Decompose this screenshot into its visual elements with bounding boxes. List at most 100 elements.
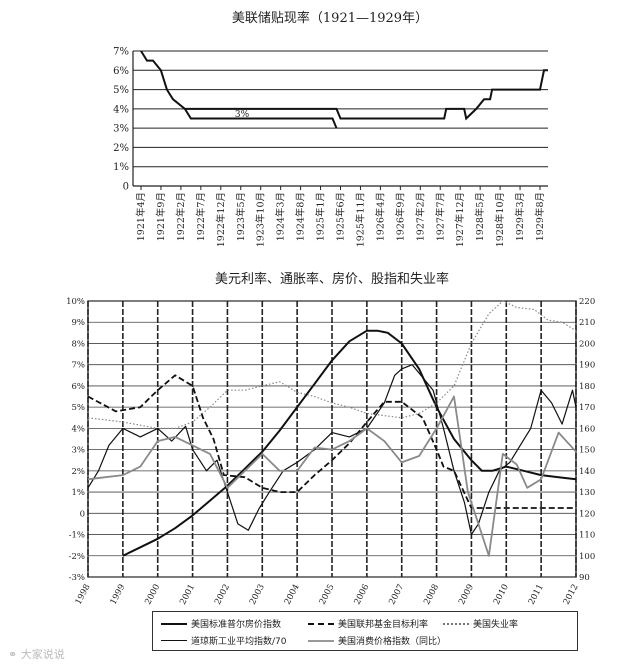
- x-tick-label: 1999: [109, 583, 128, 607]
- x-tick-label: 1925年1月: [315, 192, 327, 241]
- y-tick-label: -1%: [69, 531, 85, 541]
- watermark: ⚭ 大家说说: [8, 646, 65, 662]
- y-tick-label: 7%: [113, 47, 129, 58]
- series-line-1: [87, 374, 576, 509]
- y2-tick-label: 100: [579, 552, 595, 562]
- y-tick-label: 7%: [72, 361, 86, 371]
- y2-tick-label: 120: [579, 509, 595, 519]
- y-tick-label: 1%: [113, 162, 129, 173]
- x-tick-label: 1924年8月: [295, 192, 307, 241]
- y-tick-label: 5%: [72, 403, 86, 413]
- x-tick-label: 1925年6月: [335, 192, 347, 241]
- rates-inflation-chart: 美元利率、通胀率、房价、股指和失业率 10% 9% 8% 7% 6% 5% 4% 3% 2% 1%…: [66, 271, 595, 607]
- x-tick-label: 1922年7月: [195, 192, 207, 241]
- x-tick-label: 1928年5月: [474, 192, 486, 241]
- y-tick-label: 4%: [72, 424, 86, 434]
- legend-swatch: [308, 622, 334, 625]
- y-tick-label: 9%: [72, 318, 86, 328]
- x-tick-label: 1922年12月: [215, 192, 227, 247]
- x-tick-label: 1925年11月: [354, 192, 366, 247]
- legend-label: 美国消费价格指数（同比）: [338, 637, 447, 647]
- y2-tick-label: 180: [579, 382, 595, 392]
- x-tick-label: 1926年4月: [374, 192, 386, 241]
- x-tick-label: 2005: [318, 583, 337, 607]
- x-tick-label: 1929年3月: [514, 192, 526, 241]
- y2-tick-label: 160: [579, 424, 595, 434]
- y-tick-label: 10%: [66, 297, 85, 307]
- discount-rate-line: [184, 108, 338, 129]
- x-tick-label: 1922年2月: [175, 192, 187, 241]
- y2-tick-label: 90: [579, 573, 590, 583]
- y-tick-label: 8%: [72, 339, 86, 349]
- y-tick-label: 3%: [72, 446, 86, 456]
- x-tick-label: 1923年10月: [255, 192, 267, 247]
- y-tick-label: 0: [123, 182, 129, 193]
- x-tick-label: 1921年9月: [155, 192, 167, 241]
- x-tick-label: 2012: [562, 583, 581, 607]
- x-tick-label: 1926年9月: [394, 192, 406, 241]
- chart-title: 美元利率、通胀率、房价、股指和失业率: [215, 271, 449, 287]
- legend-label: 美国联邦基金目标利率: [338, 620, 429, 630]
- x-tick-label: 2002: [213, 583, 232, 607]
- y2-tick-label: 170: [579, 403, 595, 413]
- x-tick-label: 1927年12月: [454, 192, 466, 247]
- x-tick-label: 1929年8月: [534, 192, 546, 241]
- y2-tick-label: 220: [579, 297, 595, 307]
- x-tick-label: 2003: [248, 583, 267, 607]
- y-tick-label: 6%: [72, 382, 86, 392]
- legend-item-unemployment: 美国失业率: [443, 617, 518, 630]
- legend-item-dow-jones: 道琼斯工业平均指数/70: [161, 634, 287, 647]
- y2-tick-label: 110: [579, 531, 595, 541]
- x-tick-label: 2008: [422, 583, 441, 607]
- x-tick-label: 1927年2月: [414, 192, 426, 241]
- legend-item-house-price: 美国标准普尔房价指数: [161, 617, 281, 630]
- series-line-0: [122, 329, 577, 557]
- share-icon: ⚭: [8, 648, 18, 661]
- y2-tick-label: 210: [579, 318, 595, 328]
- y-tick-label: 2%: [72, 467, 86, 477]
- y2-tick-label: 130: [579, 488, 595, 498]
- legend-item-cpi: 美国消费价格指数（同比）: [308, 634, 446, 647]
- discount-rate-line: [140, 50, 548, 121]
- x-tick-label: 1928年10月: [494, 192, 506, 247]
- y-tick-label: 4%: [113, 104, 129, 115]
- y2-tick-label: 200: [579, 339, 595, 349]
- rate-annotation: 3%: [235, 110, 250, 120]
- x-tick-label: 1927年7月: [434, 192, 446, 241]
- x-tick-label: 2011: [527, 583, 546, 607]
- y2-tick-label: 190: [579, 361, 595, 371]
- x-tick-label: 1923年5月: [235, 192, 247, 241]
- y-tick-label: -3%: [69, 573, 85, 583]
- x-tick-label: 1924年3月: [275, 192, 287, 241]
- legend-swatch: [161, 640, 187, 641]
- x-tick-label: 2009: [457, 583, 476, 607]
- x-tick-label: 2001: [178, 583, 197, 607]
- series-line-4: [87, 395, 577, 557]
- x-tick-label: 2006: [353, 583, 372, 607]
- chart-title: 美联储贴现率（1921—1929年）: [232, 10, 428, 26]
- legend-label: 美国标准普尔房价指数: [191, 620, 282, 630]
- y-tick-label: 2%: [113, 143, 129, 154]
- watermark-text: 大家说说: [20, 648, 65, 661]
- y2-tick-label: 150: [579, 446, 595, 456]
- legend-swatch: [308, 639, 334, 642]
- legend-swatch: [161, 622, 187, 625]
- x-tick-label: 2000: [143, 583, 162, 607]
- x-tick-label: 1921年4月: [135, 192, 147, 241]
- y-tick-label: 6%: [113, 66, 129, 77]
- discount-rate-chart: 美联储贴现率（1921—1929年） 0 1% 2% 3% 4% 5% 6% 7% 1921年…: [113, 10, 548, 247]
- legend-label: 道琼斯工业平均指数/70: [191, 637, 287, 647]
- x-tick-label: 2007: [387, 583, 406, 607]
- y-tick-label: -2%: [69, 552, 85, 562]
- series-line-2: [87, 300, 577, 429]
- x-tick-label: 1998: [74, 583, 93, 607]
- x-tick-label: 2010: [492, 583, 511, 607]
- y-tick-label: 3%: [113, 124, 129, 135]
- y-tick-label: 1%: [72, 488, 86, 498]
- legend-item-fed-rate: 美国联邦基金目标利率: [308, 617, 428, 630]
- y2-tick-label: 140: [579, 467, 595, 477]
- x-tick-label: 2004: [283, 583, 302, 607]
- legend-label: 美国失业率: [473, 620, 519, 630]
- legend-swatch: [443, 622, 469, 625]
